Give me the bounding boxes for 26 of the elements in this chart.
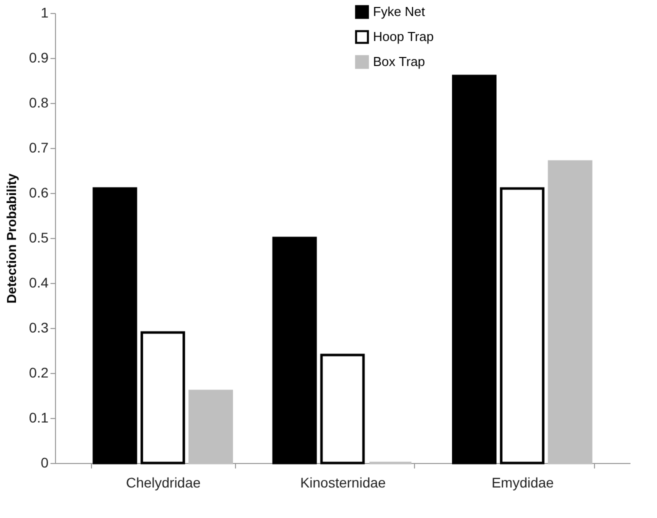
bar (452, 74, 497, 464)
y-tick-label: 0.9 (29, 50, 49, 66)
y-tick-label: 1 (40, 4, 49, 20)
x-tick-label: Kinosternidae (300, 474, 386, 490)
legend-label: Hoop Trap (373, 29, 434, 44)
bar (188, 390, 233, 464)
bar (548, 160, 592, 464)
y-axis-title: Detection Probability (4, 172, 20, 304)
y-tick-label: 0.4 (29, 274, 49, 290)
bar (140, 331, 186, 464)
y-tick-label: 0.3 (29, 320, 49, 336)
y-tick-label: 0.1 (29, 410, 49, 426)
bar (92, 187, 138, 464)
bar (272, 236, 317, 464)
y-tick-label: 0.2 (29, 364, 49, 380)
y-tick-label: 0.5 (29, 230, 49, 246)
legend-label: Fyke Net (373, 4, 426, 19)
bar (320, 354, 365, 464)
y-tick-label: 0.8 (29, 94, 49, 110)
x-tick-label: Chelydridae (126, 474, 201, 490)
legend-label: Box Trap (373, 54, 426, 69)
x-tick-label: Emydidae (492, 474, 554, 490)
y-tick-label: 0.7 (29, 140, 49, 156)
y-tick-label: 0.6 (29, 184, 49, 200)
y-tick-label: 0 (40, 454, 49, 470)
bar (500, 187, 544, 464)
